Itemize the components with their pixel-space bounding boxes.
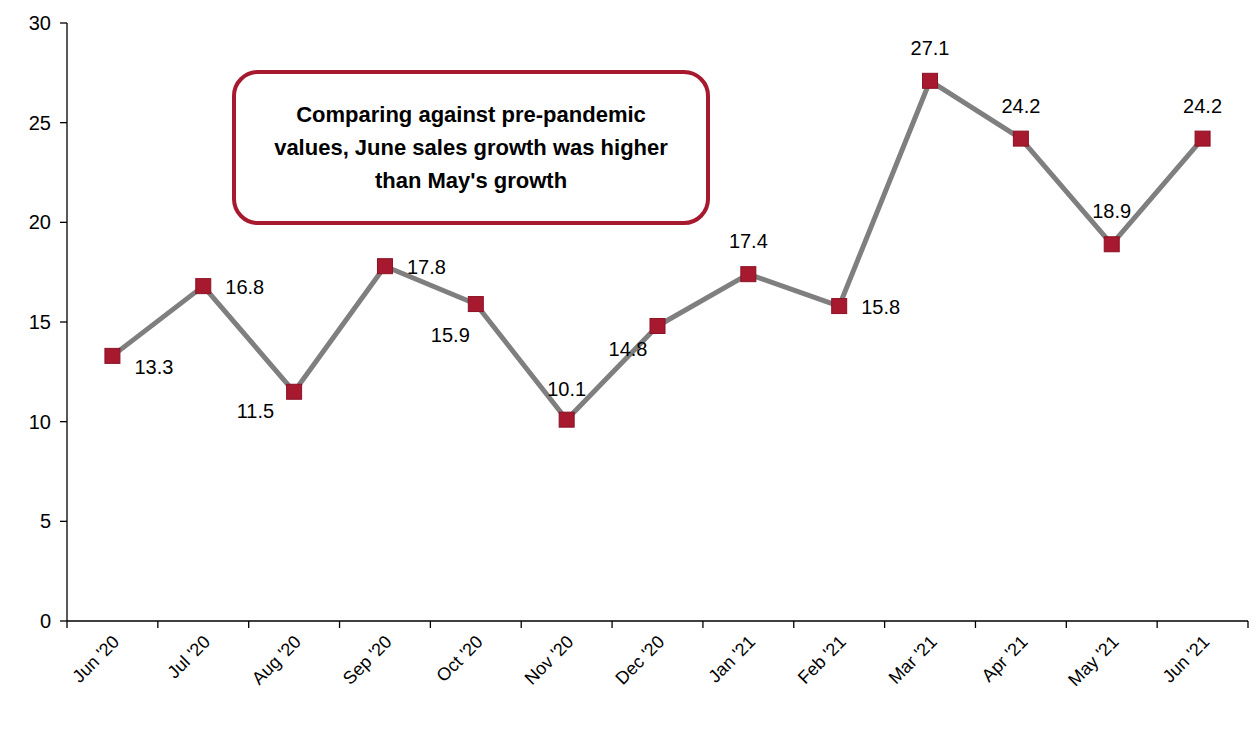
marker [1013,131,1028,146]
y-tick [60,22,67,23]
marker [196,279,211,294]
data-label: 11.5 [237,400,274,422]
y-tick-label: 15 [29,311,51,333]
x-tick [975,621,976,628]
y-tick-label: 30 [29,12,51,34]
marker [377,259,392,274]
marker [287,384,302,399]
x-tick-label: Aug '20 [248,632,305,689]
marker [1104,237,1119,252]
x-tick-label: Apr '21 [978,632,1032,686]
marker [559,412,574,427]
data-label: 16.8 [225,276,264,298]
annotation-box: Comparing against pre-pandemic values, J… [232,70,710,225]
data-label: 24.2 [1001,95,1040,117]
x-axis [67,620,1248,621]
x-tick-label: Feb '21 [794,632,850,688]
x-tick [1247,621,1248,628]
x-tick-label: Dec '20 [611,632,668,689]
data-label: 24.2 [1183,95,1222,117]
x-tick [248,621,249,628]
x-tick [884,621,885,628]
marker [923,73,938,88]
y-tick-label: 25 [29,112,51,134]
data-label: 17.8 [407,256,446,278]
data-label: 15.8 [861,296,900,318]
x-tick [339,621,340,628]
marker [832,299,847,314]
marker [468,297,483,312]
x-tick-label: Sep '20 [339,632,396,689]
marker [741,267,756,282]
x-tick-label: Nov '20 [521,632,578,689]
y-tick [60,321,67,322]
x-tick [521,621,522,628]
y-tick [60,521,67,522]
y-tick [60,122,67,123]
y-tick-label: 10 [29,411,51,433]
annotation: Comparing against pre-pandemic values, J… [271,98,671,197]
marker [105,348,120,363]
y-tick [60,421,67,422]
x-tick-label: Jul '20 [164,632,215,683]
data-label: 18.9 [1092,200,1131,222]
x-tick [1157,621,1158,628]
x-tick [611,621,612,628]
y-tick-label: 20 [29,211,51,233]
data-label: 17.4 [729,230,768,252]
y-tick-label: 5 [40,510,51,532]
x-tick-label: May '21 [1064,632,1122,690]
y-tick [60,222,67,223]
data-label: 15.9 [431,324,470,346]
data-label: 10.1 [547,378,586,400]
data-label: 13.3 [134,356,173,378]
x-tick-label: Oct '20 [433,632,487,686]
x-tick [702,621,703,628]
marker [1195,131,1210,146]
x-tick-label: Mar '21 [885,632,941,688]
x-tick [1066,621,1067,628]
x-tick [430,621,431,628]
data-label: 27.1 [911,37,950,59]
x-tick [157,621,158,628]
y-tick-label: 0 [40,610,51,632]
x-tick [793,621,794,628]
x-tick-label: Jun '21 [1159,632,1214,687]
x-tick [66,621,67,628]
x-tick-label: Jan '21 [704,632,759,687]
x-tick-label: Jun '20 [68,632,123,687]
marker [650,318,665,333]
y-tick [60,620,67,621]
data-label: 14.8 [609,338,648,360]
